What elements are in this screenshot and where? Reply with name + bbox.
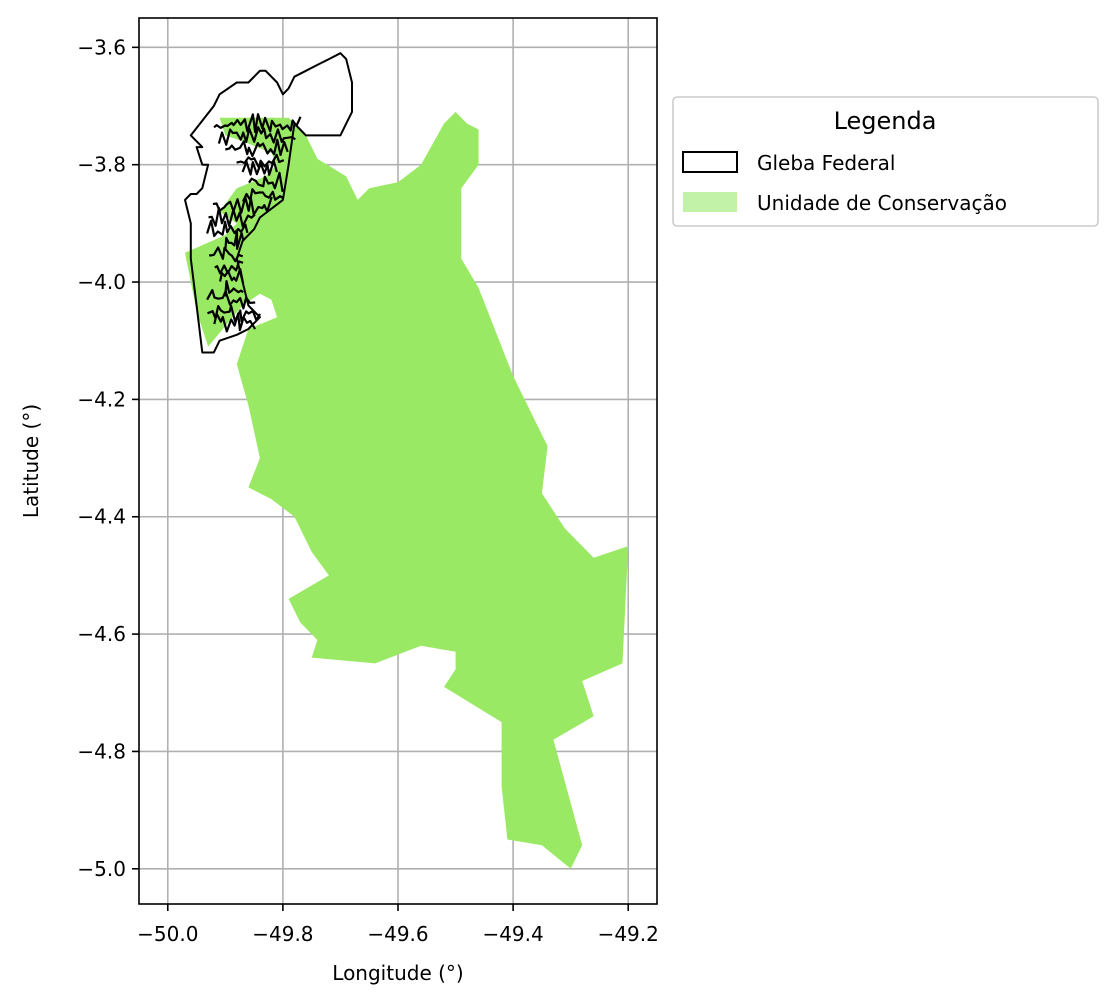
map-outline-gleba-federal	[184, 52, 353, 354]
axis-ticks: −50.0 −49.8 −49.6 −49.4 −49.2 −3.6 −3.8 −4.0 −4.…	[77, 35, 658, 946]
gleba-boundary-segment	[217, 126, 296, 146]
map-layers	[184, 52, 629, 869]
gleba-boundary-segment	[208, 246, 244, 263]
y-tick-label: −3.8	[77, 153, 126, 177]
gleba-boundary-segment	[219, 267, 245, 284]
y-tick-label: −4.4	[77, 505, 126, 529]
legend-swatch-unidade-de-conservacao	[683, 192, 737, 212]
x-tick-label: −50.0	[137, 922, 198, 946]
map-area-unidade-de-conservacao	[185, 111, 629, 869]
y-tick-label: −4.2	[77, 387, 126, 411]
gleba-boundary-segment	[213, 312, 257, 333]
y-tick-label: −4.0	[77, 270, 126, 294]
gleba-boundary-segment	[206, 219, 249, 238]
y-tick-label: −4.8	[77, 739, 126, 763]
legend-label-unidade-de-conservacao: Unidade de Conservação	[757, 191, 1007, 215]
legend-label-gleba-federal: Gleba Federal	[757, 151, 895, 175]
gleba-boundary-segment	[225, 138, 289, 158]
gleba-boundary-segment	[207, 304, 261, 323]
gleba-boundary-segment	[212, 196, 273, 216]
gleba-boundary-segment	[241, 159, 278, 176]
legend-swatch-gleba-federal	[682, 151, 738, 173]
gleba-boundary-segment	[224, 280, 244, 297]
x-tick-label: −49.4	[482, 922, 543, 946]
gleba-boundary-segment	[206, 289, 256, 310]
y-tick-label: −4.6	[77, 622, 126, 646]
x-tick-label: −49.8	[252, 922, 313, 946]
y-axis-label: Latitude (°)	[19, 404, 43, 518]
x-tick-label: −49.6	[367, 922, 428, 946]
gleba-boundary-segment	[208, 206, 256, 228]
gleba-boundary-segment	[248, 171, 284, 192]
x-axis-label: Longitude (°)	[332, 961, 463, 985]
gleba-federal-inner-boundary	[206, 113, 302, 333]
y-tick-label: −3.6	[77, 35, 126, 59]
x-tick-label: −49.2	[598, 922, 659, 946]
legend-frame	[672, 96, 1099, 227]
gleba-boundary-segment	[213, 113, 302, 134]
legend: Legenda Gleba Federal Unidade de Conserv…	[672, 96, 1099, 227]
legend-title: Legenda	[834, 107, 937, 135]
gleba-boundary-segment	[224, 230, 245, 251]
y-tick-label: −5.0	[77, 857, 126, 881]
